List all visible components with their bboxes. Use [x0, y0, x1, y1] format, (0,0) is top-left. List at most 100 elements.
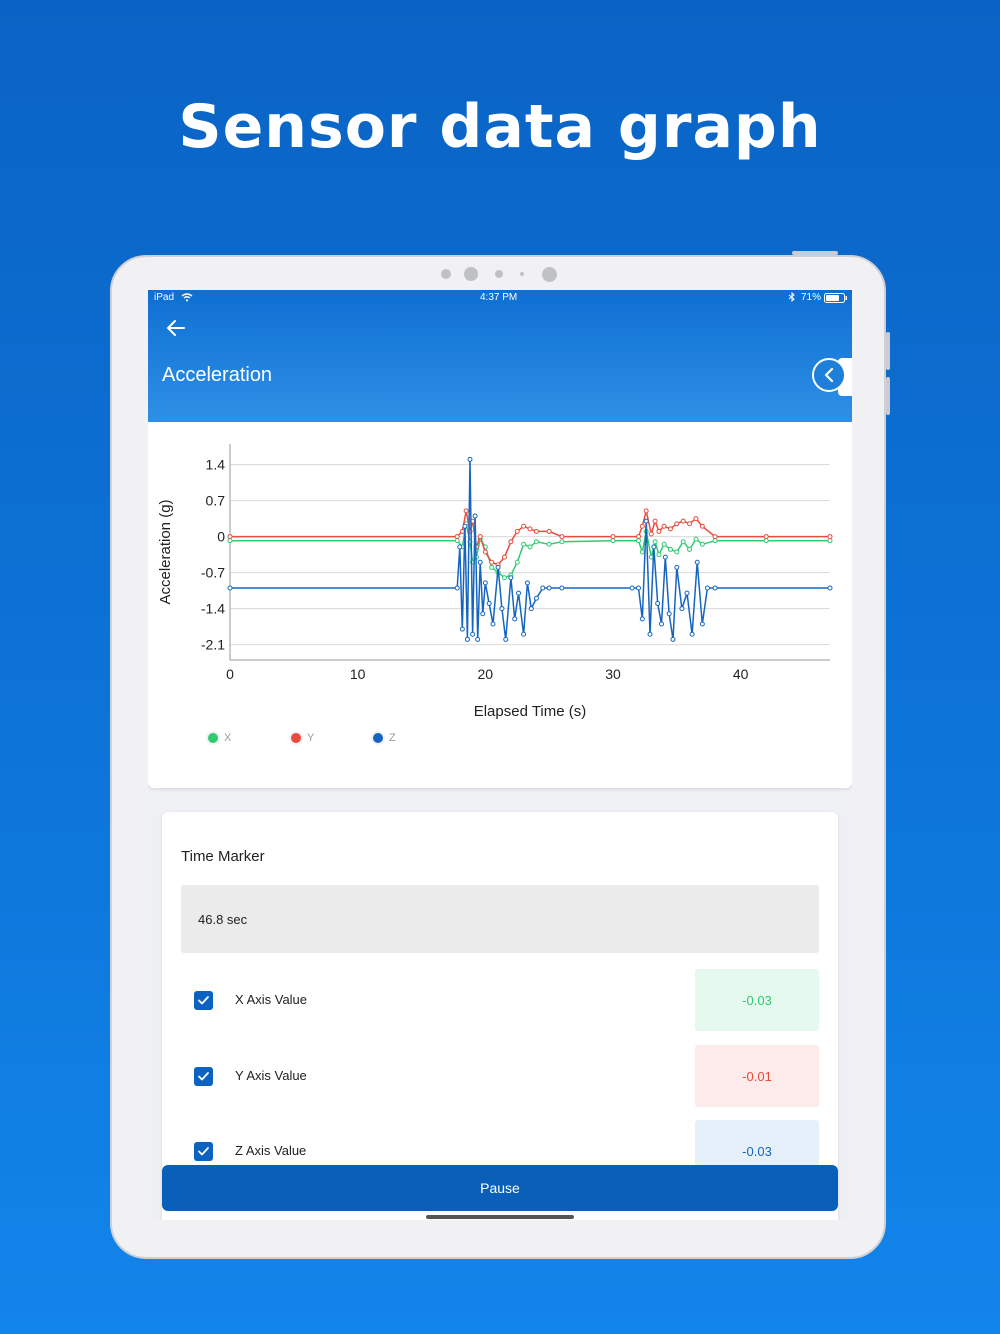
data-point-z — [662, 554, 668, 560]
chart-card: 1.4 0.7 0 -0.7 -1.4 -2.1 0 10 20 30 40 Elapsed Time… — [148, 422, 852, 788]
data-point-y — [667, 526, 673, 532]
bluetooth-icon — [788, 292, 795, 302]
legend-label-y: Y — [307, 732, 315, 744]
data-point-x — [636, 538, 642, 544]
legend-dot-z — [373, 733, 383, 743]
x-tick-label: 0 — [226, 666, 234, 682]
y-axis-title: Acceleration (g) — [157, 499, 174, 604]
data-point-z — [457, 544, 463, 550]
y-tick-label: -1.4 — [201, 601, 225, 617]
sensor-dot — [495, 270, 503, 278]
home-indicator — [426, 1215, 574, 1219]
data-point-z — [521, 631, 527, 637]
data-point-z — [516, 590, 522, 596]
data-point-z — [524, 580, 530, 586]
x-axis-title: Elapsed Time (s) — [474, 703, 587, 720]
data-point-y — [661, 523, 667, 529]
tablet-top-button — [792, 251, 838, 255]
wifi-icon — [181, 293, 193, 302]
time-marker-field[interactable]: 46.8 sec — [181, 885, 819, 953]
data-point-y — [227, 534, 233, 540]
arrow-left-icon[interactable] — [164, 316, 188, 340]
data-point-x — [763, 538, 769, 544]
collapse-panel-button[interactable] — [812, 358, 846, 392]
data-point-z — [467, 456, 473, 462]
y-axis-checkbox[interactable] — [194, 1067, 213, 1086]
data-point-x — [527, 544, 533, 550]
data-point-x — [501, 575, 507, 581]
page-title: Acceleration — [162, 364, 273, 386]
legend-dot-y — [291, 733, 301, 743]
time-marker-card: Time Marker 46.8 sec X Axis Value -0.03 … — [162, 812, 838, 1220]
data-point-y — [454, 534, 460, 540]
sensor-dot — [441, 269, 451, 279]
data-point-y — [559, 534, 565, 540]
data-point-z — [528, 606, 534, 612]
data-point-z — [227, 585, 233, 591]
x-axis-label: X Axis Value — [235, 992, 308, 1007]
data-point-z — [459, 626, 465, 632]
data-point-z — [694, 559, 700, 565]
series-line-x — [230, 523, 830, 579]
y-tick-label: 0.7 — [206, 493, 226, 509]
data-point-y — [489, 559, 495, 565]
data-point-z — [499, 606, 505, 612]
data-point-z — [503, 636, 509, 642]
time-marker-title: Time Marker — [181, 848, 265, 865]
device-screen: iPad 4:37 PM 71% Acceleration 1.4 0.7 0 -0.… — [148, 290, 852, 1220]
data-point-z — [651, 544, 657, 550]
data-point-y — [636, 534, 642, 540]
data-point-y — [527, 526, 533, 532]
camera-lens — [542, 267, 557, 282]
data-point-x — [521, 541, 527, 547]
data-point-y — [643, 508, 649, 514]
series-line-z — [230, 459, 830, 640]
data-point-z — [658, 621, 664, 627]
data-point-z — [666, 611, 672, 617]
status-device: iPad — [154, 292, 175, 303]
x-tick-label: 10 — [350, 666, 366, 682]
data-point-z — [559, 585, 565, 591]
data-point-z — [470, 631, 476, 637]
headline: Sensor data graph — [178, 92, 822, 162]
volume-down-button — [886, 377, 890, 415]
data-point-y — [514, 528, 520, 534]
data-point-x — [610, 538, 616, 544]
data-point-y — [674, 521, 680, 527]
z-axis-label: Z Axis Value — [235, 1143, 307, 1158]
legend-item-x[interactable]: X — [208, 732, 231, 744]
checkmark-icon — [198, 1147, 209, 1156]
data-point-z — [639, 616, 645, 622]
data-point-z — [655, 600, 661, 606]
checkmark-icon — [198, 996, 209, 1005]
data-point-x — [533, 539, 539, 545]
data-point-y — [687, 521, 693, 527]
battery-icon — [824, 293, 847, 303]
data-point-x — [661, 541, 667, 547]
data-point-y — [459, 528, 465, 534]
volume-up-button — [886, 332, 890, 370]
x-tick-label: 20 — [478, 666, 494, 682]
legend-item-y[interactable]: Y — [291, 732, 314, 744]
data-point-z — [636, 585, 642, 591]
data-point-z — [712, 585, 718, 591]
x-axis-checkbox[interactable] — [194, 991, 213, 1010]
pause-button[interactable]: Pause — [162, 1165, 838, 1211]
data-point-y — [827, 534, 833, 540]
data-point-z — [508, 575, 514, 581]
y-axis-label: Y Axis Value — [235, 1068, 307, 1083]
legend-item-z[interactable]: Z — [373, 732, 396, 744]
data-point-z — [480, 611, 486, 617]
data-point-y — [521, 523, 527, 529]
data-point-z — [679, 606, 685, 612]
data-point-z — [546, 585, 552, 591]
data-point-z — [533, 595, 539, 601]
y-tick-label: -0.7 — [201, 565, 225, 581]
data-point-z — [490, 621, 496, 627]
z-axis-checkbox[interactable] — [194, 1142, 213, 1161]
data-point-z — [512, 616, 518, 622]
data-point-x — [712, 538, 718, 544]
status-battery: 71% — [801, 292, 822, 303]
data-point-x — [454, 538, 460, 544]
